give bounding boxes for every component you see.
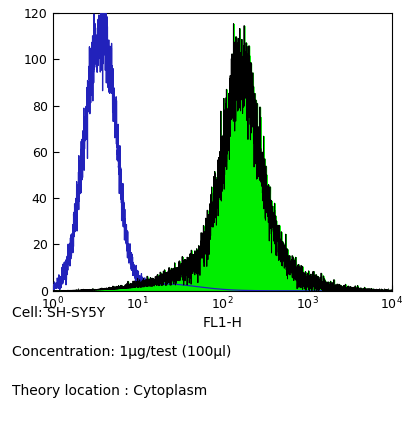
X-axis label: FL1-H: FL1-H [202,316,242,330]
Text: Cell: SH-SY5Y: Cell: SH-SY5Y [12,306,105,320]
Text: Concentration: 1μg/test (100μl): Concentration: 1μg/test (100μl) [12,345,231,359]
Text: Theory location : Cytoplasm: Theory location : Cytoplasm [12,384,207,398]
